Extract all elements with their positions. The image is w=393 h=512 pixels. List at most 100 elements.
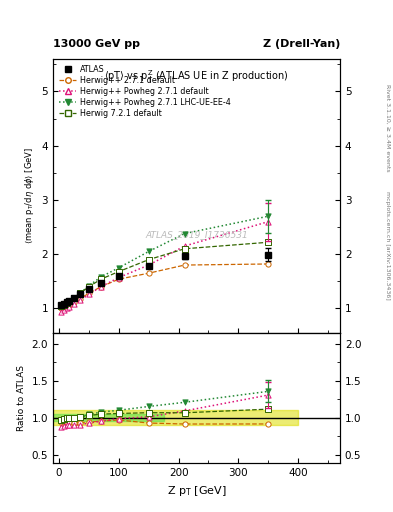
Point [98,273,104,281]
Point [57,308,64,316]
Point [86,410,92,418]
Text: ATLAS_2019_I1736531: ATLAS_2019_I1736531 [145,230,248,239]
Point [71,421,77,429]
Point [98,417,104,425]
Point [145,261,152,269]
Point [77,289,83,297]
Point [61,303,67,311]
Point [66,421,73,429]
Point [66,414,73,422]
Point [182,229,188,238]
Y-axis label: $\langle$mean p$_\mathregular{T}$/d$\eta$ d$\phi\rangle$ [GeV]: $\langle$mean p$_\mathregular{T}$/d$\eta… [23,147,36,244]
Point [77,420,83,429]
Point [66,303,73,311]
Point [66,297,73,306]
Point [265,212,271,220]
Point [265,391,271,399]
Point [86,290,92,298]
Point [98,408,104,416]
Point [145,419,152,427]
Point [116,273,122,282]
Legend: ATLAS, Herwig++ 2.7.1 default, Herwig++ Powheg 2.7.1 default, Herwig++ Powheg 2.: ATLAS, Herwig++ 2.7.1 default, Herwig++ … [57,63,232,119]
Point [63,418,70,426]
Point [71,293,77,302]
Point [265,387,271,395]
Point [63,415,70,423]
Point [63,421,70,429]
Point [182,409,188,417]
Point [57,422,64,431]
Point [86,289,92,297]
Point [63,302,70,310]
Point [145,402,152,411]
Point [61,301,67,309]
Point [116,410,122,418]
Point [98,283,104,291]
Point [57,416,64,424]
Point [61,415,67,423]
Point [116,406,122,414]
Point [182,398,188,407]
Point [71,414,77,422]
Text: Rivet 3.1.10, ≥ 3.4M events: Rivet 3.1.10, ≥ 3.4M events [385,84,390,172]
Point [182,420,188,428]
Point [71,300,77,308]
Point [77,413,83,421]
Point [57,302,64,310]
Point [98,417,104,425]
Point [265,218,271,226]
Point [66,417,73,425]
Point [86,283,92,291]
Point [77,294,83,303]
Text: Z (Drell-Yan): Z (Drell-Yan) [263,39,340,49]
Point [86,418,92,426]
Y-axis label: Ratio to ATLAS: Ratio to ATLAS [17,365,26,431]
Point [86,419,92,427]
Point [57,418,64,426]
Point [71,418,77,426]
Point [57,302,64,310]
Point [265,420,271,428]
Point [182,245,188,253]
Point [145,409,152,417]
Point [265,260,271,268]
Point [57,304,64,312]
Point [71,294,77,302]
Point [77,289,83,297]
Point [116,275,122,283]
Point [61,422,67,430]
Point [116,415,122,423]
Point [77,413,83,421]
Point [61,301,67,309]
Point [63,414,70,422]
Point [71,414,77,422]
Point [86,411,92,419]
Point [61,306,67,314]
Point [145,247,152,255]
Point [116,416,122,424]
Text: 13000 GeV pp: 13000 GeV pp [53,39,140,49]
Point [86,282,92,290]
Text: mcplots.cern.ch [arXiv:1306.3436]: mcplots.cern.ch [arXiv:1306.3436] [385,191,390,300]
Point [265,238,271,246]
Point [63,300,70,308]
Point [63,304,70,312]
Point [77,296,83,305]
Point [182,242,188,250]
Point [182,407,188,415]
Point [98,275,104,283]
Point [98,283,104,291]
Point [71,298,77,306]
Point [57,416,64,424]
Point [265,405,271,413]
Point [66,301,73,309]
Point [182,261,188,269]
Point [77,419,83,427]
Point [66,414,73,422]
Point [145,413,152,421]
Point [61,415,67,423]
Point [98,410,104,418]
Point [61,418,67,426]
Point [116,267,122,275]
Text: $\langle$pT$\rangle$ vs p$_\mathregular{T}^\mathregular{Z}$ (ATLAS UE in Z produ: $\langle$pT$\rangle$ vs p$_\mathregular{… [104,69,289,86]
